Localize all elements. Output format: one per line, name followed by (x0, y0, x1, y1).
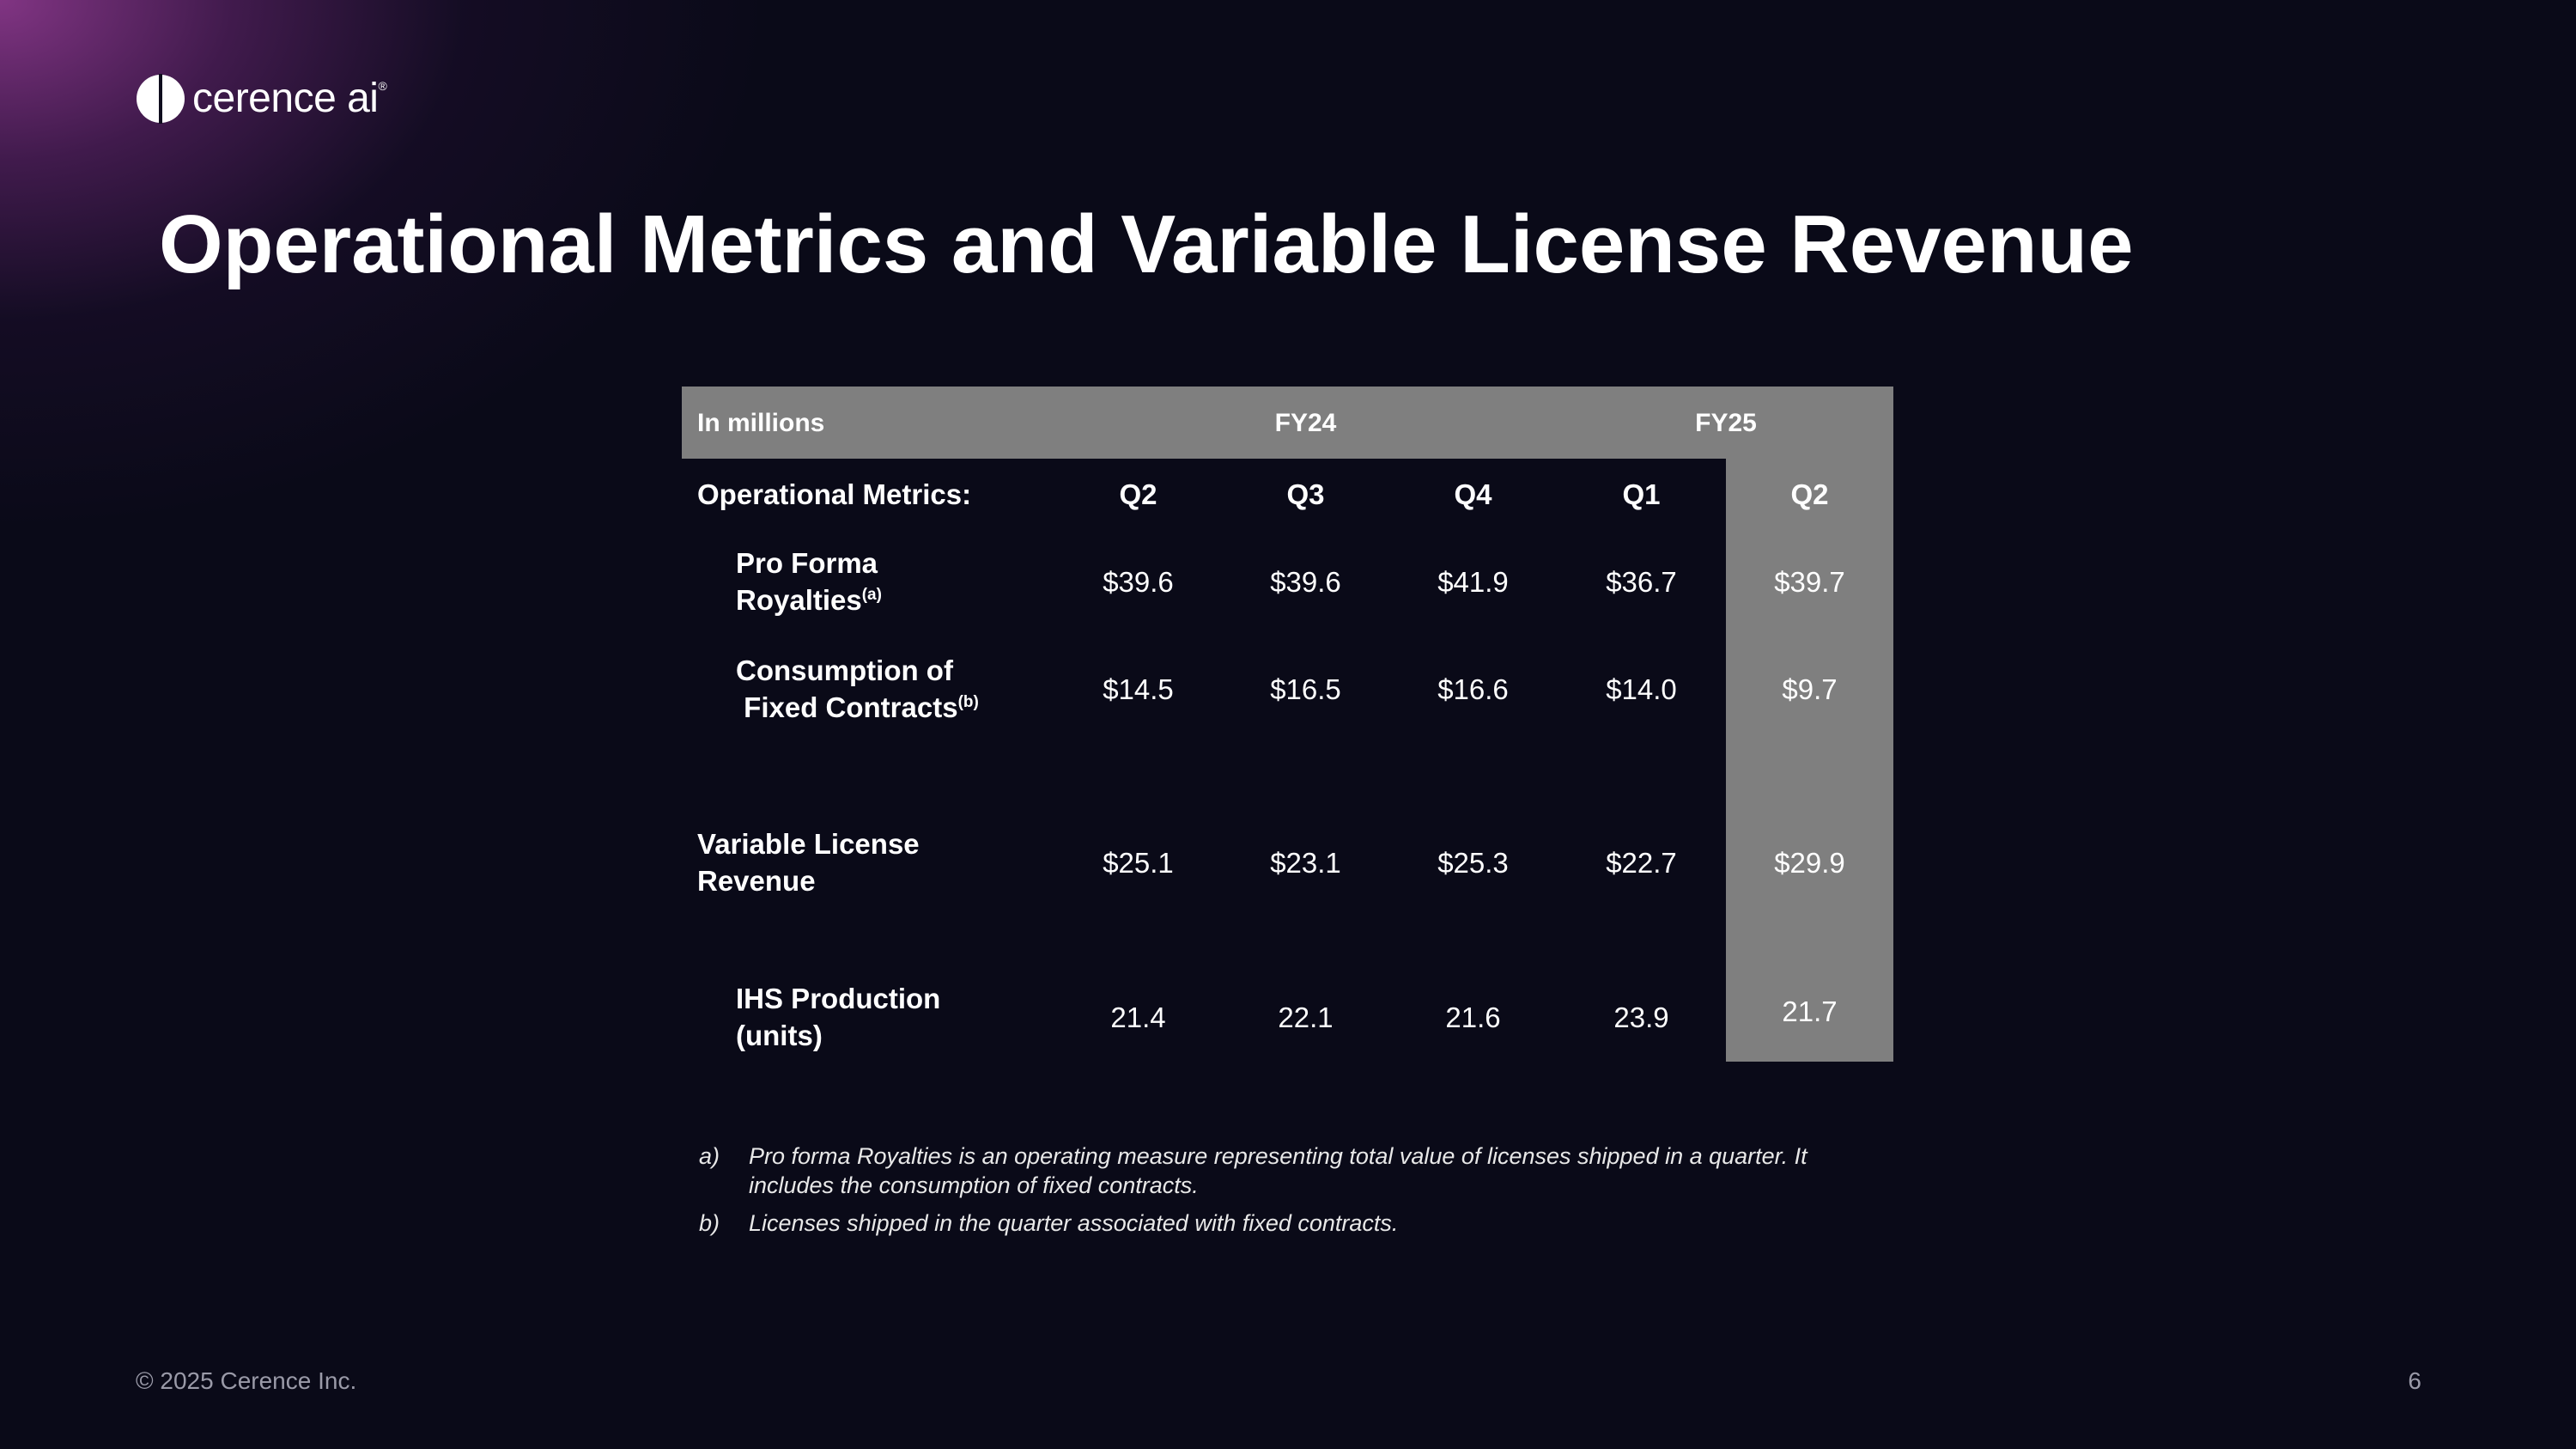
table-cell: 23.9 (1613, 1001, 1669, 1033)
cerence-logo: cerence ai® (136, 72, 387, 125)
table-cell: $39.7 (1774, 565, 1845, 598)
page-number: 6 (2408, 1367, 2421, 1394)
table-cell: $39.6 (1103, 565, 1174, 598)
table-cell: $39.6 (1270, 565, 1341, 598)
footnote-key: a) (699, 1143, 720, 1169)
metrics-table: In millions FY24 FY25 Operational Metric… (682, 387, 1893, 1062)
row-label-variable-license-revenue: Variable License Revenue (697, 828, 920, 897)
table-cell: 21.7 (1782, 995, 1838, 1027)
footnote-b: b) Licenses shipped in the quarter assoc… (699, 1209, 1884, 1239)
quarter-header: Q3 (1286, 478, 1325, 510)
table-cell: $16.6 (1437, 673, 1509, 705)
footnote-key: b) (699, 1209, 720, 1236)
logo-trademark: ® (378, 79, 387, 93)
table-cell: $23.1 (1270, 846, 1341, 879)
fy25-q2-highlight-column (1726, 387, 1893, 1062)
fy25-header: FY25 (1695, 408, 1757, 437)
table-cell: $25.1 (1103, 846, 1174, 879)
table-header-band (682, 387, 1893, 459)
logo-wordmark: cerence ai® (192, 76, 387, 121)
table-cell: 21.6 (1445, 1001, 1501, 1033)
units-label: In millions (697, 408, 825, 437)
copyright: © 2025 Cerence Inc. (136, 1367, 357, 1394)
slide-title: Operational Metrics and Variable License… (159, 198, 2134, 290)
table-cell: $9.7 (1782, 673, 1838, 705)
table-cell: $29.9 (1774, 846, 1845, 879)
footnotes: a) Pro forma Royalties is an operating m… (699, 1142, 1884, 1246)
cerence-logo-icon (137, 74, 185, 124)
row-label-consumption-fixed-contracts: Consumption of Fixed Contracts(b) (736, 654, 979, 723)
table-cell: $14.0 (1606, 673, 1677, 705)
footnote-text: Licenses shipped in the quarter associat… (749, 1209, 1399, 1236)
footnote-a: a) Pro forma Royalties is an operating m… (699, 1142, 1884, 1201)
table-cell: $36.7 (1606, 565, 1677, 598)
table-cell: $14.5 (1103, 673, 1174, 705)
table-cell: $41.9 (1437, 565, 1509, 598)
operational-metrics-label: Operational Metrics: (697, 478, 972, 510)
quarter-header: Q2 (1119, 478, 1157, 510)
fy24-header: FY24 (1274, 408, 1337, 437)
footnote-text: Pro forma Royalties is an operating meas… (749, 1143, 1807, 1198)
row-label-pro-forma-royalties: Pro Forma Royalties(a) (736, 547, 882, 616)
quarter-header: Q2 (1790, 478, 1829, 510)
quarter-header: Q4 (1454, 478, 1492, 510)
table-cell: $25.3 (1437, 846, 1509, 879)
table-cell: 21.4 (1110, 1001, 1166, 1033)
table-cell: $22.7 (1606, 846, 1677, 879)
row-label-ihs-production: IHS Production (units) (736, 983, 941, 1051)
table-cell: $16.5 (1270, 673, 1341, 705)
table-cell: 22.1 (1278, 1001, 1334, 1033)
quarter-header: Q1 (1622, 478, 1661, 510)
